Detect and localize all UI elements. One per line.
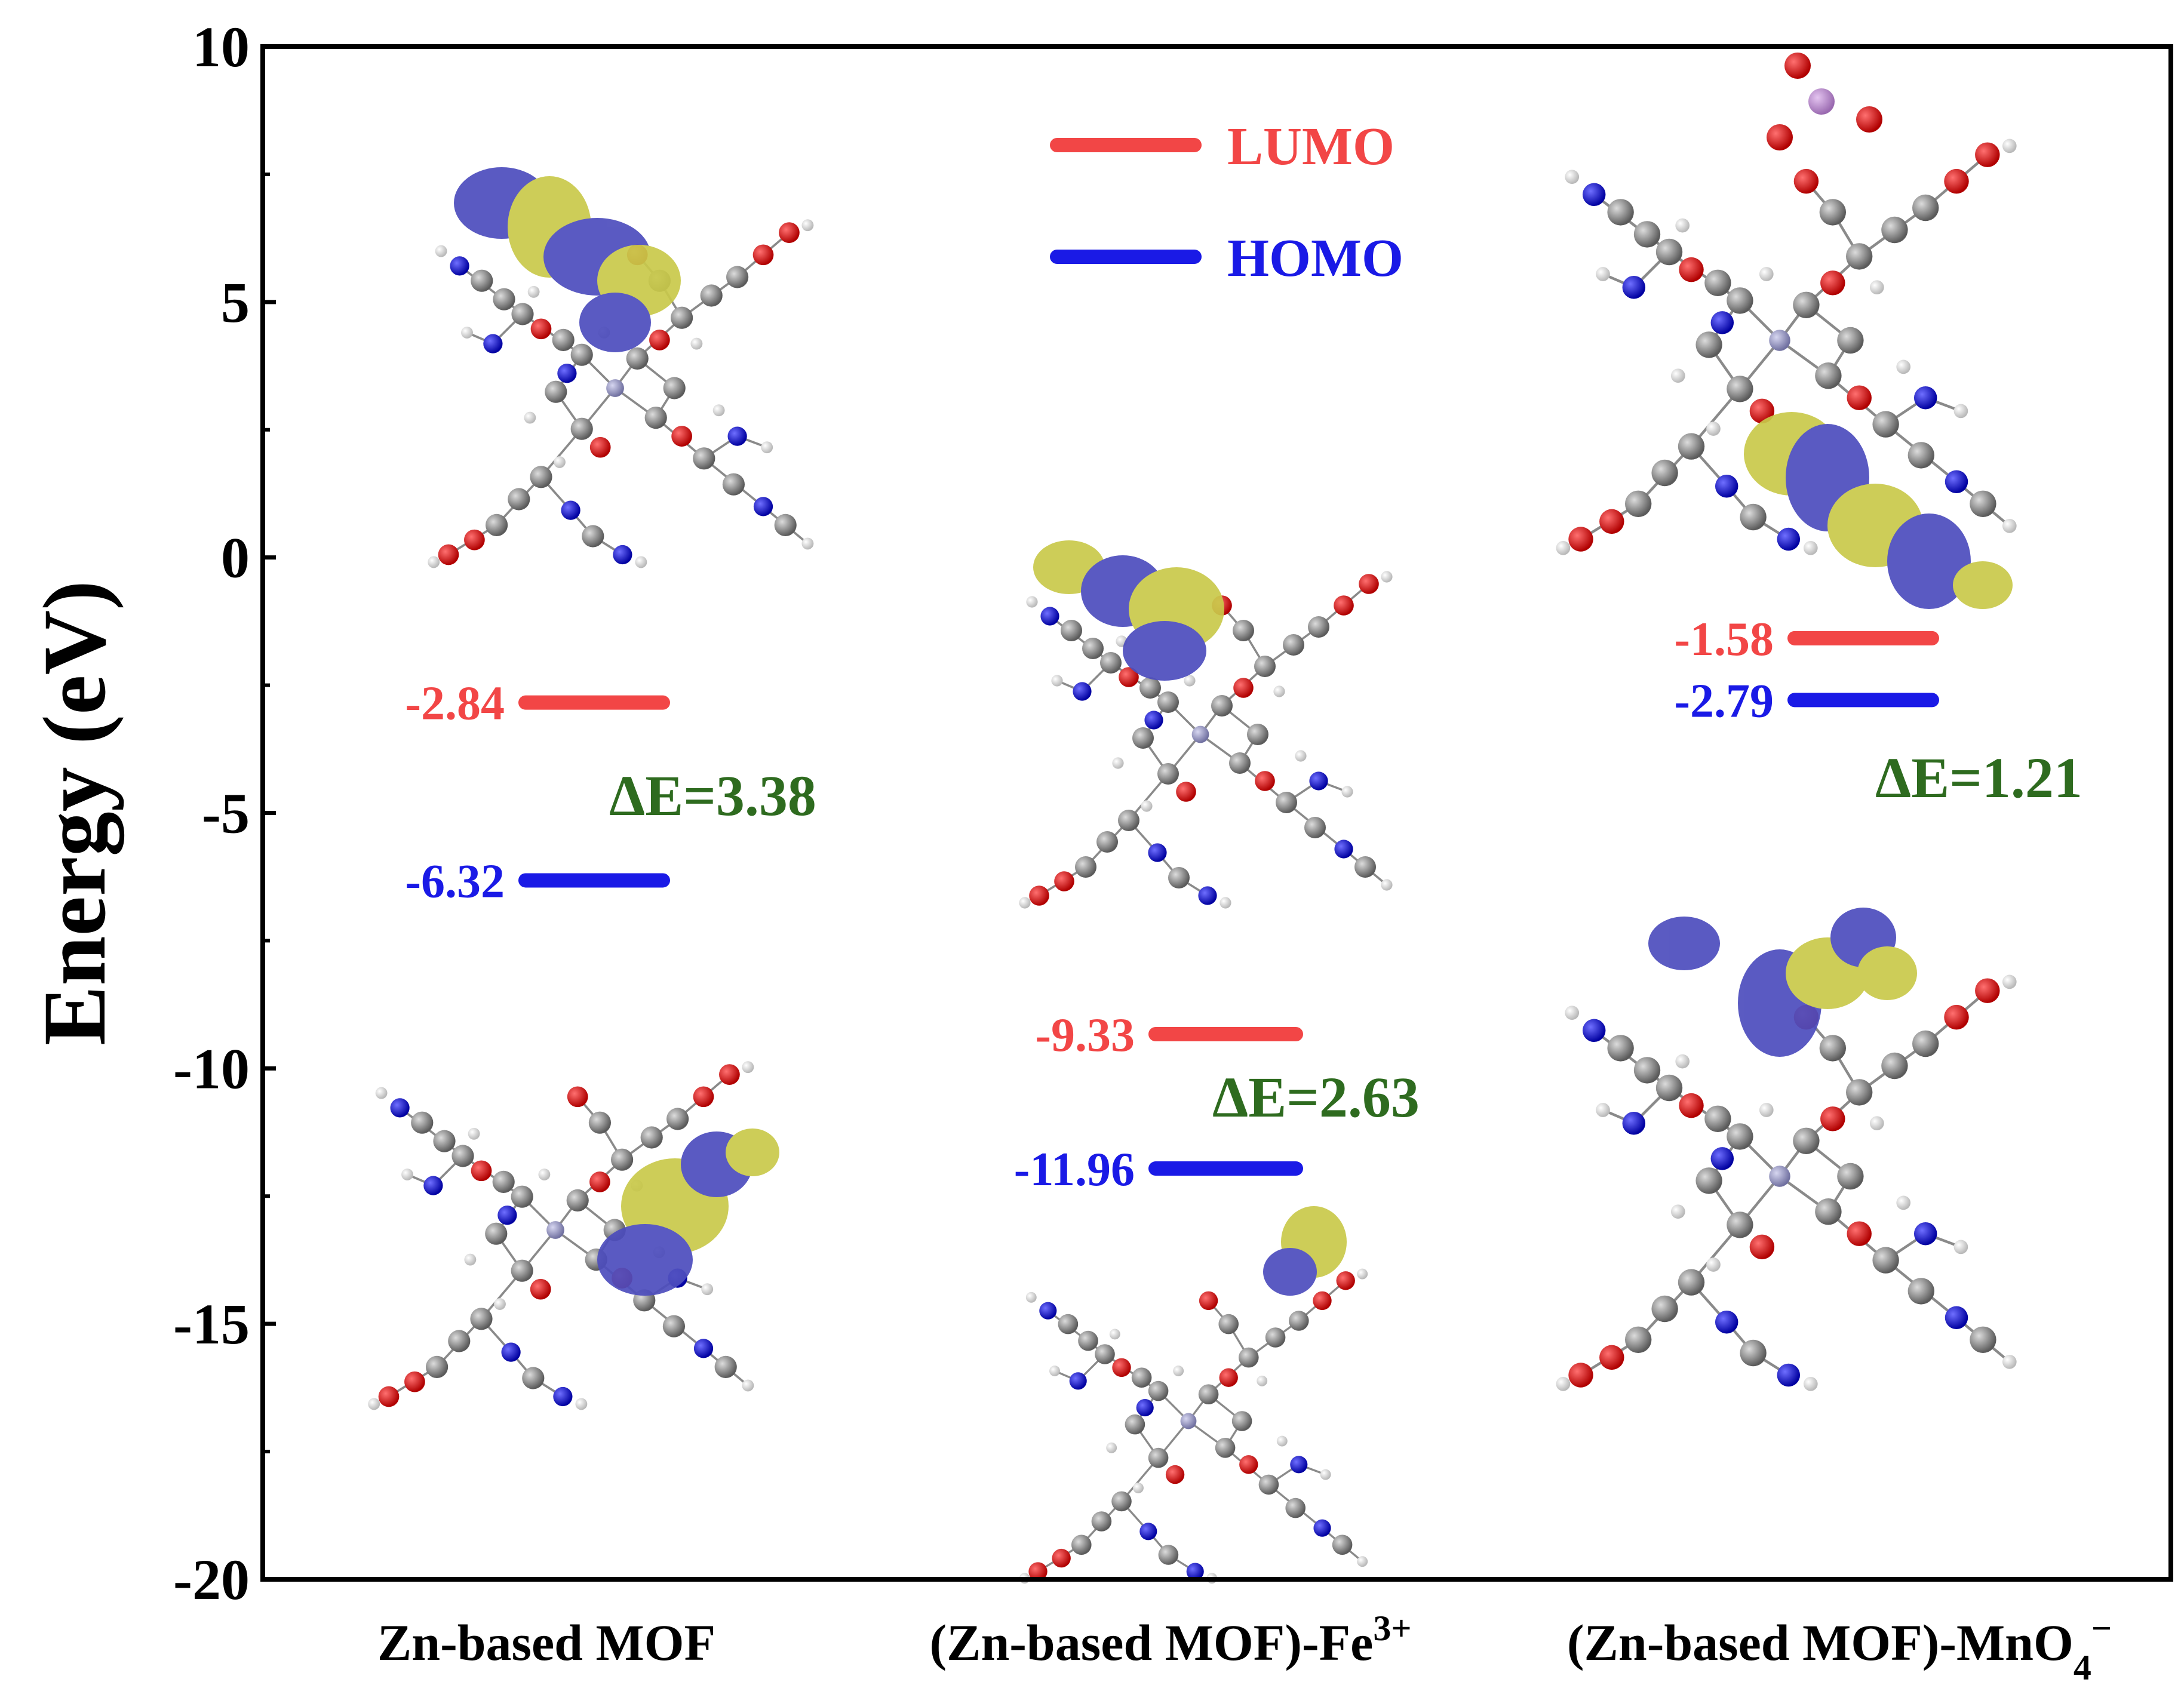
molecule-image-zn-lumo — [426, 167, 815, 570]
category-label: (Zn-based MOF)-Fe3+ — [929, 1609, 1411, 1671]
homo-value-label: -2.79 — [1674, 675, 1774, 727]
y-tick-label: -10 — [173, 1037, 250, 1100]
energy-gap-label: ΔE=3.38 — [609, 764, 816, 828]
molecule-image-fe-lumo — [1018, 540, 1394, 910]
y-tick-label: -20 — [173, 1548, 250, 1612]
legend-label: HOMO — [1227, 229, 1403, 288]
lumo-value-label: -9.33 — [1035, 1009, 1135, 1062]
y-tick-label: -15 — [173, 1292, 250, 1356]
molecule-image-zn-homo — [367, 1060, 779, 1412]
y-axis-label: Energy (eV) — [25, 580, 124, 1046]
category-label: Zn-based MOF — [377, 1614, 715, 1671]
molecule-image-mno4-lumo — [1556, 53, 2017, 609]
molecule-image-mno4-homo — [1556, 908, 2017, 1391]
y-tick-label: 0 — [221, 526, 250, 590]
y-tick-label: 10 — [192, 15, 250, 79]
lumo-value-label: -2.84 — [405, 678, 505, 730]
lumo-value-label: -1.58 — [1674, 613, 1774, 666]
molecule-image-fe-homo — [1018, 1206, 1369, 1585]
homo-value-label: -6.32 — [405, 855, 505, 908]
energy-gap-label: ΔE=1.21 — [1875, 746, 2082, 810]
legend-label: LUMO — [1227, 117, 1394, 176]
y-tick-label: -5 — [202, 782, 250, 845]
y-tick-label: 5 — [221, 270, 250, 334]
category-label: (Zn-based MOF)-MnO4− — [1567, 1609, 2112, 1682]
energy-gap-label: ΔE=2.63 — [1212, 1065, 1420, 1129]
homo-value-label: -11.96 — [1014, 1143, 1135, 1196]
